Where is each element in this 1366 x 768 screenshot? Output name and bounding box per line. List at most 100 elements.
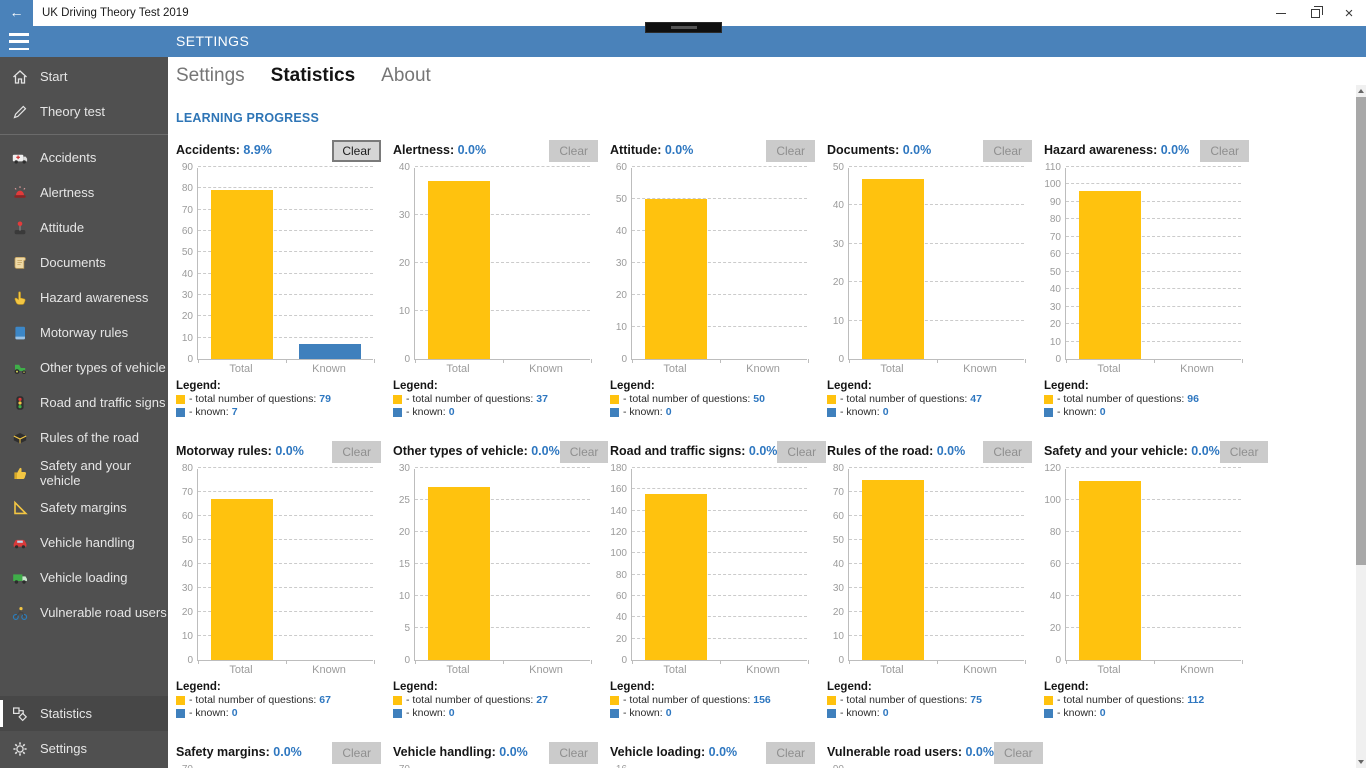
tab-about[interactable]: About	[381, 65, 431, 86]
chart-plot: 0 10 20 30 40 50 60	[610, 163, 815, 365]
legend-total-value: 50	[753, 393, 765, 405]
legend-total-swatch	[1044, 696, 1053, 705]
chart-title: Accidents: 8.9%	[176, 143, 272, 157]
clear-button[interactable]: Clear	[1219, 441, 1269, 463]
scrollbar-thumb[interactable]	[1356, 97, 1366, 565]
sidebar-item-safety-margins[interactable]: Safety margins	[0, 490, 168, 525]
clear-button[interactable]: Clear	[559, 441, 609, 463]
clear-button[interactable]: Clear	[777, 441, 827, 463]
y-tick-label: 50	[181, 535, 193, 546]
legend-title: Legend:	[176, 681, 221, 693]
chart-plot: 0 10 20 30 40 50 60 70 80 90 100 110	[1044, 163, 1249, 365]
clear-button[interactable]: Clear	[766, 742, 815, 764]
legend-known-value: 0	[665, 707, 672, 719]
sidebar-item-other-types-of-vehicle[interactable]: Other types of vehicle	[0, 350, 168, 385]
legend-known-swatch	[827, 709, 836, 718]
total-bar	[645, 493, 707, 660]
legend-total-swatch	[827, 395, 836, 404]
y-tick-label: 70	[176, 765, 193, 768]
clear-button[interactable]: Clear	[549, 140, 598, 162]
clear-button[interactable]: Clear	[983, 140, 1032, 162]
restore-button[interactable]	[1298, 0, 1332, 26]
chart-legend: Legend: - total number of questions: 112- …	[1044, 681, 1249, 720]
sidebar-item-vehicle-handling[interactable]: Vehicle handling	[0, 525, 168, 560]
sidebar-item-accidents[interactable]: Accidents	[0, 140, 168, 175]
x-axis-label: Total	[663, 664, 687, 676]
y-tick-label: 40	[832, 200, 844, 212]
x-axis-label: Known	[963, 664, 997, 676]
tractor-icon	[0, 359, 40, 377]
chart-card-road-and-traffic-signs: Road and traffic signs: 0.0% Clear 0 20 40 60…	[610, 441, 827, 720]
x-axis-label: Known	[529, 664, 563, 676]
y-tick-label: 70	[181, 487, 193, 498]
sidebar-item-settings[interactable]: Settings	[0, 731, 168, 766]
y-tick-label: 120	[1044, 463, 1061, 474]
legend-total: - total number of questions: 50	[610, 393, 815, 406]
sidebar-item-attitude[interactable]: Attitude	[0, 210, 168, 245]
sidebar-item-label: Theory test	[40, 104, 106, 119]
tab-statistics[interactable]: Statistics	[270, 65, 356, 86]
sidebar-item-label: Alertness	[40, 185, 95, 200]
legend-total-swatch	[176, 395, 185, 404]
y-tick-label: 10	[398, 591, 410, 602]
legend-total: - total number of questions: 67	[176, 694, 381, 707]
sidebar-item-safety-and-your-vehicle[interactable]: Safety and your vehicle	[0, 455, 168, 490]
clear-button[interactable]: Clear	[993, 742, 1043, 764]
vertical-scrollbar[interactable]	[1356, 85, 1366, 768]
sidebar-item-start[interactable]: Start	[0, 59, 168, 94]
window-controls: ×	[1264, 0, 1366, 26]
sidebar-item-rules-of-the-road[interactable]: Rules of the road	[0, 420, 168, 455]
sidebar-item-vulnerable-road-users[interactable]: Vulnerable road users	[0, 595, 168, 630]
scroll-up-icon[interactable]	[1358, 89, 1364, 93]
clear-button[interactable]: Clear	[983, 441, 1032, 463]
y-tick-label: 30	[832, 238, 844, 250]
legend-known-value: 0	[1099, 406, 1106, 418]
legend-total-swatch	[610, 395, 619, 404]
back-button[interactable]: ←	[0, 0, 33, 26]
sidebar-item-hazard-awareness[interactable]: Hazard awareness	[0, 280, 168, 315]
legend-total-value: 75	[970, 694, 982, 706]
y-tick-label: 20	[1049, 319, 1061, 331]
sidebar-item-theory-test[interactable]: Theory test	[0, 94, 168, 129]
sidebar-item-alertness[interactable]: Alertness	[0, 175, 168, 210]
y-tick-label: 20	[181, 311, 193, 323]
clear-button[interactable]: Clear	[549, 742, 598, 764]
legend-total: - total number of questions: 27	[393, 694, 598, 707]
legend-title: Legend:	[827, 681, 872, 693]
x-axis-label: Total	[1097, 363, 1121, 375]
clear-button[interactable]: Clear	[766, 140, 815, 162]
y-tick-label: 70	[832, 487, 844, 498]
tab-settings[interactable]: Settings	[176, 65, 245, 86]
chart-legend: Legend: - total number of questions: 37- k…	[393, 380, 598, 419]
chart-title: Rules of the road: 0.0%	[827, 444, 966, 458]
chart-percent: 0.0%	[708, 745, 738, 759]
minimize-button[interactable]	[1264, 0, 1298, 26]
y-tick-label: 20	[1049, 623, 1061, 634]
chart-card-accidents: Accidents: 8.9% Clear 0 10 20 30 40 50 60 70 80 90 T…	[176, 140, 381, 419]
scroll-down-icon[interactable]	[1358, 760, 1364, 764]
clear-button[interactable]: Clear	[1200, 140, 1249, 162]
sidebar-item-documents[interactable]: Documents	[0, 245, 168, 280]
chart-plot: 0 20 40 60 80 100 120 140 160 180	[610, 464, 815, 666]
clear-button[interactable]: Clear	[332, 441, 381, 463]
sidebar-item-motorway-rules[interactable]: Motorway rules	[0, 315, 168, 350]
y-tick-label: 160	[610, 484, 627, 496]
sidebar-item-vehicle-loading[interactable]: Vehicle loading	[0, 560, 168, 595]
close-button[interactable]: ×	[1332, 0, 1366, 26]
clear-button[interactable]: Clear	[332, 140, 381, 162]
sidebar-item-statistics[interactable]: Statistics	[0, 696, 168, 731]
chart-legend: Legend: - total number of questions: 67- k…	[176, 681, 381, 720]
x-axis-label: Total	[446, 363, 470, 375]
chart-plot: 0 5 10 15 20 25 30	[393, 464, 598, 666]
screen-overlay-handle	[645, 22, 722, 33]
clear-button[interactable]: Clear	[332, 742, 381, 764]
legend-title: Legend:	[1044, 681, 1089, 693]
y-tick-label: 40	[181, 268, 193, 280]
y-tick-label: 15	[398, 559, 410, 570]
sidebar-item-road-and-traffic-signs[interactable]: Road and traffic signs	[0, 385, 168, 420]
hamburger-menu-button[interactable]	[9, 33, 29, 50]
legend-known-value: 0	[882, 406, 889, 418]
sidebar-item-label: Accidents	[40, 150, 97, 165]
chart-title: Hazard awareness: 0.0%	[1044, 143, 1190, 157]
chart-card-hazard-awareness: Hazard awareness: 0.0% Clear 0 10 20 30 40 50 60…	[1044, 140, 1249, 419]
